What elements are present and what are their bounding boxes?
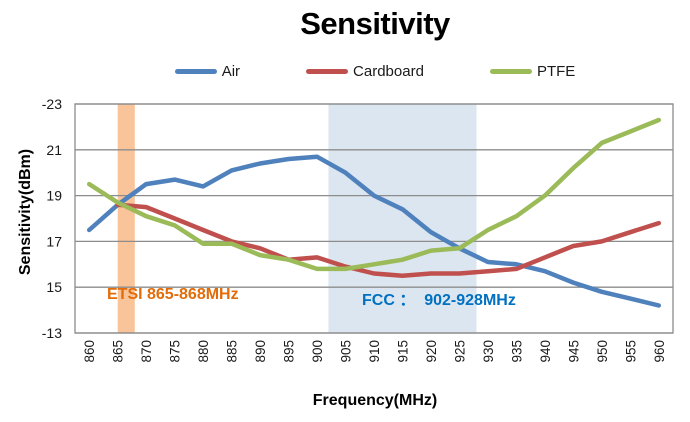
legend-label: Air: [221, 62, 241, 80]
x-tick-label: 930: [481, 340, 496, 363]
legend-item-air: Air: [174, 62, 241, 80]
x-tick-label: 870: [139, 340, 154, 363]
x-tick-label: 920: [424, 340, 439, 363]
x-tick-label: 860: [82, 340, 97, 363]
y-tick-label: 21: [46, 142, 62, 158]
x-tick-label: 950: [595, 340, 610, 363]
x-tick-label: 900: [310, 340, 325, 363]
series-line-ptfe: [86, 117, 662, 272]
x-tick-label: 895: [282, 340, 297, 363]
legend-item-ptfe: PTFE: [489, 62, 576, 80]
legend-swatch-air: [174, 68, 217, 74]
x-axis-title: Frequency(MHz): [312, 392, 438, 409]
annotation-etsi-band: ETSI 865-868MHz: [107, 286, 239, 303]
band-fcc: [328, 104, 477, 333]
x-tick-label: 960: [652, 340, 667, 363]
x-tick-label: 875: [168, 340, 183, 363]
legend: Air Cardboard PTFE: [60, 58, 690, 84]
x-tick-label: 880: [196, 340, 211, 363]
plot-border: [74, 103, 674, 334]
x-tick-label: 890: [253, 340, 268, 363]
legend-label: Cardboard: [353, 62, 424, 80]
series-line-air: [86, 154, 662, 308]
legend-swatch-cardboard: [306, 68, 349, 74]
y-tick-label: 19: [46, 188, 62, 204]
x-tick-label: 905: [339, 340, 354, 363]
chart-title: Sensitivity: [300, 6, 450, 41]
x-tick-label: 935: [509, 340, 524, 363]
band-etsi: [117, 104, 135, 333]
legend-item-cardboard: Cardboard: [306, 63, 424, 80]
x-tick-label: 910: [367, 340, 382, 363]
x-tick-label: 945: [566, 340, 581, 363]
legend-label: PTFE: [536, 62, 576, 80]
x-tick-label: 955: [623, 340, 638, 363]
y-tick-label: -13: [42, 325, 62, 341]
x-tick-label: 925: [452, 340, 467, 363]
y-tick-label: -23: [42, 96, 62, 112]
legend-swatch-ptfe: [489, 68, 532, 74]
series-line-cardboard: [115, 202, 662, 279]
y-tick-label: 17: [46, 233, 62, 249]
x-tick-label: 865: [111, 340, 126, 363]
x-tick-label: 940: [538, 340, 553, 363]
annotation-fcc-band: FCC ： 902-928MHz: [362, 292, 516, 309]
y-tick-label: 15: [46, 279, 62, 295]
x-tick-label: 915: [395, 340, 410, 363]
x-tick-label: 885: [225, 340, 240, 363]
